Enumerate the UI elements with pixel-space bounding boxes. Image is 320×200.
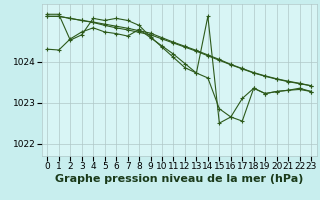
X-axis label: Graphe pression niveau de la mer (hPa): Graphe pression niveau de la mer (hPa) (55, 174, 303, 184)
